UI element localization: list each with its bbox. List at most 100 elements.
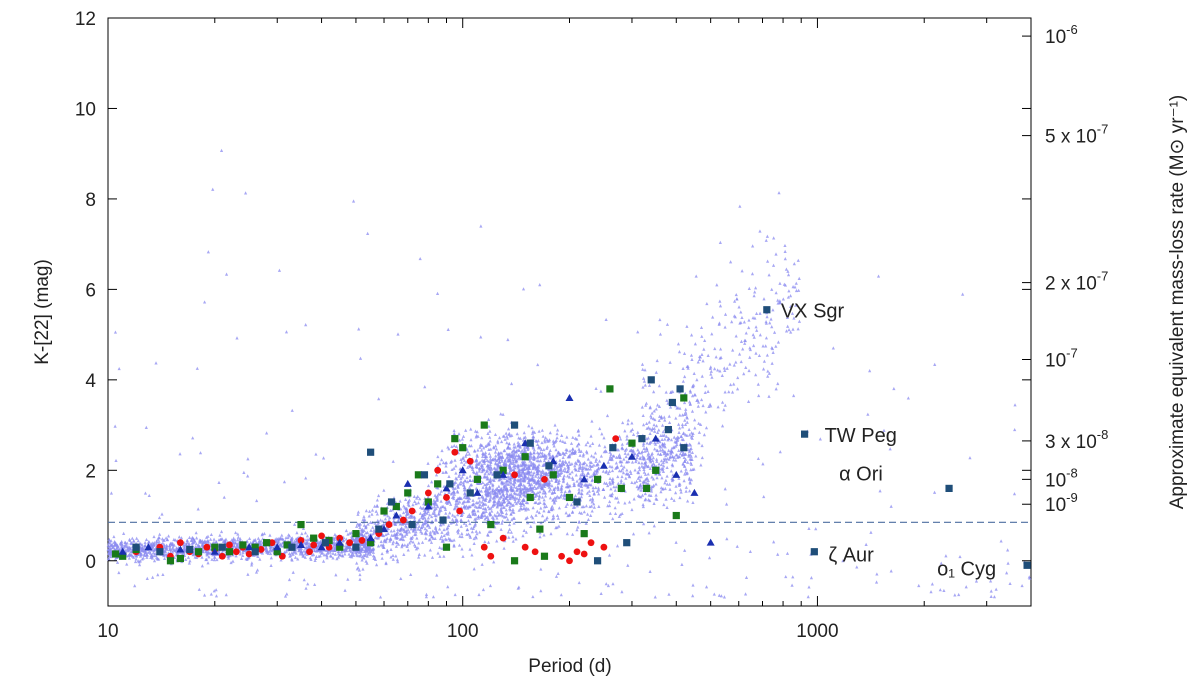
background-point [524,508,528,512]
background-point [623,501,627,505]
background-point [663,437,667,441]
background-point [500,510,505,515]
background-point [460,475,464,479]
background-point [424,518,428,522]
background-point [443,505,447,510]
background-point [510,485,514,489]
background-point [536,362,540,367]
background-point [957,592,961,597]
background-point [786,295,790,299]
background-point [187,541,191,546]
background-point [617,514,621,519]
background-point [610,465,614,469]
background-point [302,549,306,553]
background-point [502,499,506,504]
background-point [107,544,111,549]
background-point [442,533,446,537]
background-point [269,556,273,560]
background-point [662,502,666,507]
background-point [365,530,370,534]
series-point [387,498,396,506]
background-point [457,482,462,486]
background-point [422,506,426,510]
background-point [695,378,699,382]
background-point [723,487,727,491]
background-point [466,465,470,469]
background-point [535,480,540,484]
background-point [219,529,224,534]
background-point [517,508,521,512]
background-point [626,422,630,426]
background-point [537,429,541,433]
background-point [655,476,659,480]
series-point [617,484,625,492]
background-point [488,435,492,439]
background-point [254,570,259,574]
background-point [693,342,697,346]
background-point [183,545,187,549]
background-point [483,452,487,456]
background-point [406,527,410,532]
background-point [415,536,419,540]
series-point [664,426,672,434]
background-point [658,452,663,456]
background-point [703,384,708,388]
background-point [502,505,506,509]
background-point [137,560,141,564]
series-point [211,543,219,551]
background-point [209,592,213,596]
background-point [468,464,473,469]
background-point [626,452,630,456]
background-point [807,526,811,531]
series-point [297,537,305,544]
background-point [446,327,450,331]
background-point [523,489,528,493]
background-point [362,523,366,527]
background-point [541,469,545,473]
background-point [503,476,507,480]
background-point [480,458,484,462]
series-point [499,466,507,474]
background-point [661,460,665,465]
background-point [796,327,800,331]
background-point [640,493,645,497]
background-point [734,360,738,364]
background-point [367,547,371,551]
background-point [485,455,489,459]
background-point [602,436,606,440]
background-point [336,550,340,554]
background-point [317,554,321,558]
background-point [506,498,510,502]
background-point [662,415,666,419]
background-point [734,334,738,338]
background-point [258,540,262,544]
background-point [784,267,789,271]
background-point [574,461,579,466]
background-point [655,497,659,501]
background-point [710,332,714,336]
background-point [723,403,727,407]
background-point [369,528,373,532]
series-point [580,530,588,538]
background-point [688,433,692,437]
background-point [384,561,388,565]
background-point [516,457,520,461]
background-point [567,475,572,479]
background-point [165,545,169,549]
background-point [641,423,646,427]
background-point [549,507,553,511]
background-point [502,481,506,485]
background-point [700,455,704,460]
background-point [475,430,479,434]
background-point [511,452,515,457]
background-point [550,491,554,495]
background-point [600,432,604,436]
series-point [456,507,464,515]
background-point [484,482,489,486]
background-point [538,451,543,455]
background-point [518,436,522,440]
background-point [313,548,317,552]
background-point [641,504,645,509]
background-point [675,455,680,459]
background-point [444,500,448,504]
